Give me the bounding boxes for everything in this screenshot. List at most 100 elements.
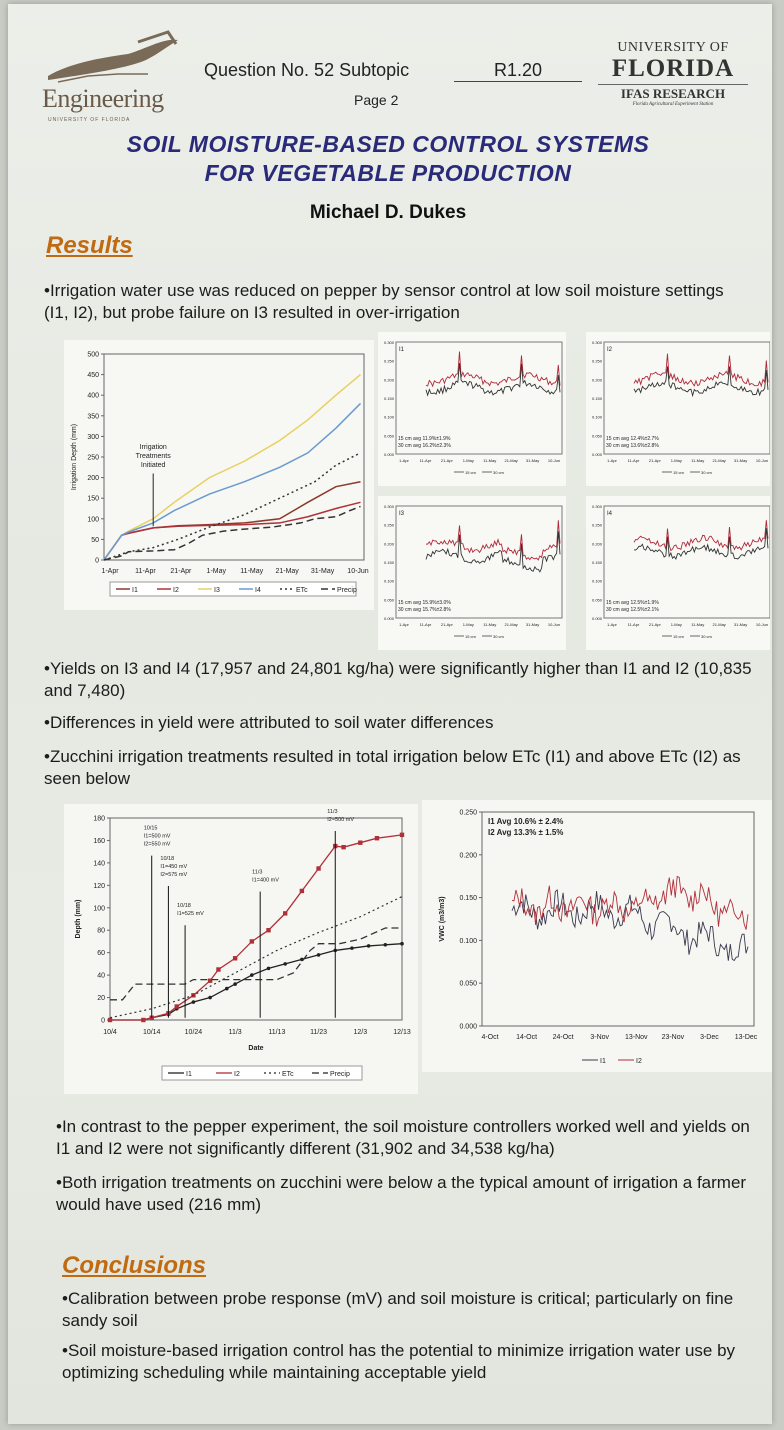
vwc-panel-xtick-label: 11-May: [691, 622, 704, 627]
vwc-panel-ytick-label: 0.150: [592, 396, 603, 401]
chart-c-point-i2: [299, 888, 305, 894]
chart-c-point-i2: [107, 1017, 113, 1023]
vwc-panel-ytick-label: 0.250: [384, 359, 395, 364]
vwc-panel-xtick-label: 11-May: [483, 458, 496, 463]
uf-line4: Florida Agricultural Experiment Station: [632, 102, 714, 107]
uf-line2: FLORIDA: [611, 55, 735, 82]
chart-c-xtick-label: 12/13: [393, 1029, 411, 1036]
vwc-panel-xtick-label: 1-May: [671, 458, 682, 463]
engineering-logo: Engineering UNIVERSITY OF FLORIDA: [28, 24, 188, 124]
engineering-logo-sub: UNIVERSITY OF FLORIDA: [48, 117, 131, 123]
vwc-panel-avg-2: 30 cm avg 12.5%±2.1%: [606, 607, 659, 613]
chart-a-ytick-label: 150: [87, 496, 99, 503]
chart-a-ytick-label: 200: [87, 475, 99, 482]
page-number: Page 2: [354, 92, 399, 108]
chart-c-xtick-label: 12/3: [353, 1029, 367, 1036]
vwc-panel-bg: [378, 332, 566, 486]
vwc-panel-legend-label: 15 cm: [465, 470, 477, 475]
chart-c-ytick-label: 0: [101, 1018, 105, 1025]
vwc-panel-ytick-label: 0.100: [384, 579, 395, 584]
vwc-panel-label: I3: [399, 511, 405, 517]
chart-a-ytick-label: 50: [91, 537, 99, 544]
chart-c-legend-label: I2: [234, 1071, 240, 1078]
bullet-5: •In contrast to the pepper experiment, t…: [56, 1117, 750, 1158]
vwc-panel-ytick-label: 0.100: [384, 415, 395, 420]
gator-icon: [48, 30, 178, 83]
vwc-panel-xtick-label: 31-May: [734, 458, 747, 463]
chart-c-point-i1: [400, 941, 404, 946]
chart-c-point-i2: [399, 832, 405, 838]
bullet-1: •Irrigation water use was reduced on pep…: [44, 281, 724, 322]
vwc-panel-legend-label: 30 cm: [701, 634, 713, 639]
vwc-panel-ytick-label: 0.050: [592, 597, 603, 602]
vwc-panel-xtick-label: 1-Apr: [607, 622, 617, 627]
vwc-panel-xtick-label: 11-Apr: [628, 458, 640, 463]
chart-d-xtick-label: 13-Dec: [735, 1034, 758, 1041]
chart-c-point-i1: [191, 1000, 196, 1004]
bullet-4: •Zucchini irrigation treatments resulted…: [44, 747, 741, 788]
vwc-panel-avg-2: 30 cm avg 13.6%±2.8%: [606, 443, 659, 449]
vwc-panel-bg: [378, 496, 566, 650]
chart-a-xtick-label: 1-Apr: [101, 568, 119, 575]
vwc-panel-xtick-label: 11-May: [691, 458, 704, 463]
uf-line1: UNIVERSITY OF: [617, 40, 729, 55]
chart-d-ytick-label: 0.150: [459, 895, 477, 902]
vwc-panel-ytick-label: 0.150: [384, 396, 395, 401]
vwc-panel-ytick-label: 0.050: [384, 597, 395, 602]
chart-a-xtick-label: 21-May: [275, 568, 299, 575]
vwc-panel-ytick-label: 0.100: [592, 579, 603, 584]
vwc-panel-ytick-label: 0.150: [592, 560, 603, 565]
vwc-panel-trace-30cm: [425, 363, 561, 397]
vwc-panel-xtick-label: 11-May: [483, 622, 496, 627]
vwc-panel-xtick-label: 1-Apr: [607, 458, 617, 463]
chart-a-series-i4: [103, 402, 362, 561]
vwc-panel-ytick-label: 0.250: [592, 359, 603, 364]
chart-c-point-i2: [141, 1017, 146, 1023]
chart-d-xtick-label: 24-Oct: [553, 1034, 574, 1041]
chart-c-annotation-text: I2=500 mV: [327, 817, 354, 823]
chart-c-legend-box: [161, 1065, 363, 1081]
vwc-panel-xtick-label: 21-May: [504, 622, 517, 627]
chart-a-xtick-label: 1-May: [207, 568, 227, 575]
vwc-panel-trace-30cm: [633, 528, 769, 560]
chart-c-point-i2: [232, 956, 238, 961]
chart-d-legend-label: I2: [636, 1058, 642, 1065]
vwc-panel-i3: I3 0.000 0.050 0.100 0.150 0.200 0.250 0.300 1-A…: [378, 496, 566, 650]
vwc-panel-ytick-label: 0.300: [592, 340, 603, 345]
chart-c-point-i1: [350, 946, 354, 950]
vwc-panel-xtick-label: 10-Jun: [756, 458, 768, 463]
chart-c-annotation-text: 10/18: [160, 856, 174, 862]
subtopic-code: R1.20: [454, 60, 582, 82]
chart-a-legend-label: ETc: [296, 587, 308, 594]
chart-c-plot-area: [109, 817, 403, 1021]
vwc-panel-ytick-label: 0.000: [384, 616, 395, 621]
vwc-panel-label: I2: [607, 347, 613, 353]
zucchini-vwc-chart: 0.000 0.050 0.100 0.150 0.200 0.250 4-Oct 14-Oc…: [422, 800, 772, 1072]
chart-a-ytick-label: 450: [87, 372, 99, 379]
chart-c-series-precip: [110, 927, 402, 1001]
vwc-panel-ytick-label: 0.300: [384, 340, 395, 345]
vwc-panel-legend-label: 30 cm: [493, 470, 505, 475]
vwc-panel-ytick-label: 0.150: [384, 560, 395, 565]
results-heading: Results: [46, 232, 133, 259]
chart-c-point-i1: [366, 944, 371, 948]
chart-c-xlabel: Date: [248, 1045, 263, 1052]
vwc-panel-legend-label: 15 cm: [673, 634, 685, 639]
chart-a-xtick-label: 10-Jun: [347, 568, 369, 575]
chart-a-ytick-label: 400: [87, 393, 99, 400]
chart-c-annotation-text: 10/15: [144, 826, 158, 832]
vwc-panel-xtick-label: 21-Apr: [441, 458, 454, 463]
chart-d-ytick-label: 0.200: [459, 852, 477, 859]
chart-d-ytick-label: 0.100: [459, 938, 477, 945]
bullet-2: •Yields on I3 and I4 (17,957 and 24,801 …: [44, 659, 752, 700]
chart-a-legend-box: [109, 581, 357, 597]
vwc-panel-xtick-label: 11-Apr: [628, 622, 640, 627]
chart-d-ytick-label: 0.050: [459, 981, 477, 988]
vwc-panel-ytick-label: 0.200: [592, 541, 603, 546]
chart-a-xtick-label: 31-May: [311, 568, 335, 575]
vwc-panel-xtick-label: 31-May: [526, 622, 539, 627]
chart-a-ytick-label: 300: [87, 434, 99, 441]
pepper-irrigation-chart: 0 50 100 150 200 250 300 350 400 450 500 1-Apr 11-Ap…: [64, 340, 374, 610]
vwc-panel-xtick-label: 21-Apr: [649, 622, 662, 627]
vwc-panel-trace-15cm: [633, 520, 769, 552]
